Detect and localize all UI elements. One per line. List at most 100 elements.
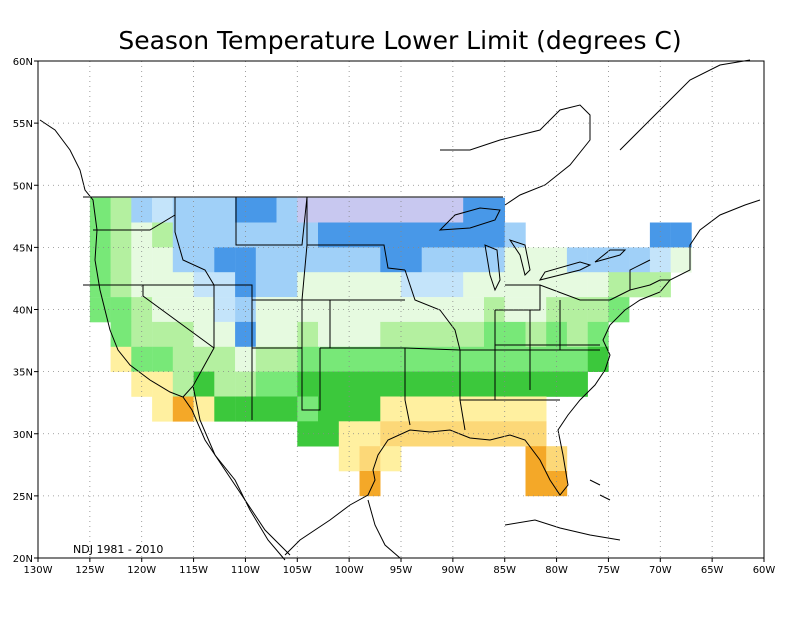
- grid-cell: [110, 321, 132, 347]
- grid-cell: [401, 197, 422, 223]
- lon-tick-label: 110W: [231, 565, 260, 576]
- lat-tick-label: 60N: [13, 57, 33, 68]
- grid-cell: [380, 297, 402, 323]
- grid-cell: [131, 297, 153, 323]
- grid-cell: [276, 371, 298, 397]
- grid-cell: [380, 371, 402, 397]
- lon-tick-label: 85W: [493, 565, 516, 576]
- grid-cell: [276, 396, 298, 422]
- grid-cell: [442, 396, 464, 422]
- grid-cell: [131, 247, 153, 273]
- grid-cell: [193, 222, 215, 248]
- grid-cell: [131, 321, 153, 347]
- grid-cell: [318, 371, 339, 397]
- grid-cell: [297, 197, 319, 223]
- grid-cell: [546, 297, 568, 323]
- grid-cell: [401, 222, 422, 248]
- grid-cell: [235, 247, 257, 273]
- grid-cell: [421, 321, 443, 347]
- grid-cell: [131, 197, 153, 223]
- grid-cell: [380, 197, 402, 223]
- grid-cell: [463, 371, 485, 397]
- grid-cell: [235, 396, 257, 422]
- grid-cell: [152, 396, 174, 422]
- grid-cell: [380, 396, 402, 422]
- lon-tick-label: 95W: [390, 565, 413, 576]
- lon-tick-label: 120W: [127, 565, 156, 576]
- grid-cell: [546, 272, 568, 298]
- grid-cell: [484, 197, 505, 223]
- grid-cell: [359, 396, 381, 422]
- grid-cell: [442, 272, 464, 298]
- grid-cell: [318, 197, 339, 223]
- grid-cell: [110, 197, 132, 223]
- grid-cell: [463, 346, 485, 372]
- grid-cell: [110, 222, 132, 248]
- grid-cell: [255, 272, 277, 298]
- grid-cell: [649, 272, 671, 298]
- grid-cell: [608, 247, 630, 273]
- lat-tick-label: 25N: [13, 492, 33, 503]
- grid-cell: [546, 247, 568, 273]
- grid-cell: [255, 346, 277, 372]
- grid-cell: [380, 222, 402, 248]
- grid-cell: [359, 346, 381, 372]
- grid-cell: [338, 396, 360, 422]
- grid-cell: [152, 297, 174, 323]
- grid-cell: [152, 346, 174, 372]
- map-title: Season Temperature Lower Limit (degrees …: [118, 26, 681, 55]
- grid-cell: [110, 346, 132, 372]
- grid-cell: [297, 272, 319, 298]
- grid-cell: [338, 321, 360, 347]
- grid-cell: [463, 247, 485, 273]
- grid-cell: [297, 222, 319, 248]
- lon-tick-label: 125W: [75, 565, 104, 576]
- grid-cell: [525, 421, 547, 447]
- grid-cell: [504, 346, 526, 372]
- grid-cell: [587, 346, 609, 372]
- grid-cell: [380, 272, 402, 298]
- grid-cell: [235, 321, 257, 347]
- lat-tick-label: 40N: [13, 306, 33, 317]
- grid-cell: [401, 396, 422, 422]
- grid-cell: [401, 272, 422, 298]
- grid-cell: [359, 421, 381, 447]
- gridlines: [38, 61, 764, 558]
- grid-cell: [110, 247, 132, 273]
- grid-cell: [89, 297, 111, 323]
- grid-cell: [649, 222, 671, 248]
- temperature-grid: [89, 197, 692, 497]
- grid-cell: [193, 396, 215, 422]
- grid-cell: [152, 321, 174, 347]
- grid-cell: [504, 321, 526, 347]
- grid-cell: [566, 321, 588, 347]
- lat-tick-label: 30N: [13, 430, 33, 441]
- lon-tick-label: 90W: [442, 565, 465, 576]
- grid-cell: [421, 272, 443, 298]
- grid-cell: [338, 272, 360, 298]
- grid-cell: [442, 321, 464, 347]
- lon-tick-label: 70W: [649, 565, 672, 576]
- grid-cell: [421, 396, 443, 422]
- grid-cell: [359, 321, 381, 347]
- grid-cell: [214, 297, 236, 323]
- grid-cell: [318, 247, 339, 273]
- lat-tick-label: 50N: [13, 181, 33, 192]
- grid-cell: [484, 421, 505, 447]
- grid-cell: [193, 321, 215, 347]
- grid-cell: [401, 247, 422, 273]
- grid-cell: [442, 247, 464, 273]
- grid-cell: [442, 197, 464, 223]
- grid-cell: [421, 371, 443, 397]
- grid-cell: [318, 396, 339, 422]
- grid-cell: [484, 396, 505, 422]
- grid-cell: [297, 247, 319, 273]
- grid-cell: [629, 272, 651, 298]
- grid-cell: [235, 222, 257, 248]
- grid-cell: [504, 222, 526, 248]
- grid-cell: [421, 421, 443, 447]
- grid-cell: [504, 396, 526, 422]
- grid-cell: [255, 222, 277, 248]
- grid-cell: [235, 346, 257, 372]
- grid-cell: [318, 321, 339, 347]
